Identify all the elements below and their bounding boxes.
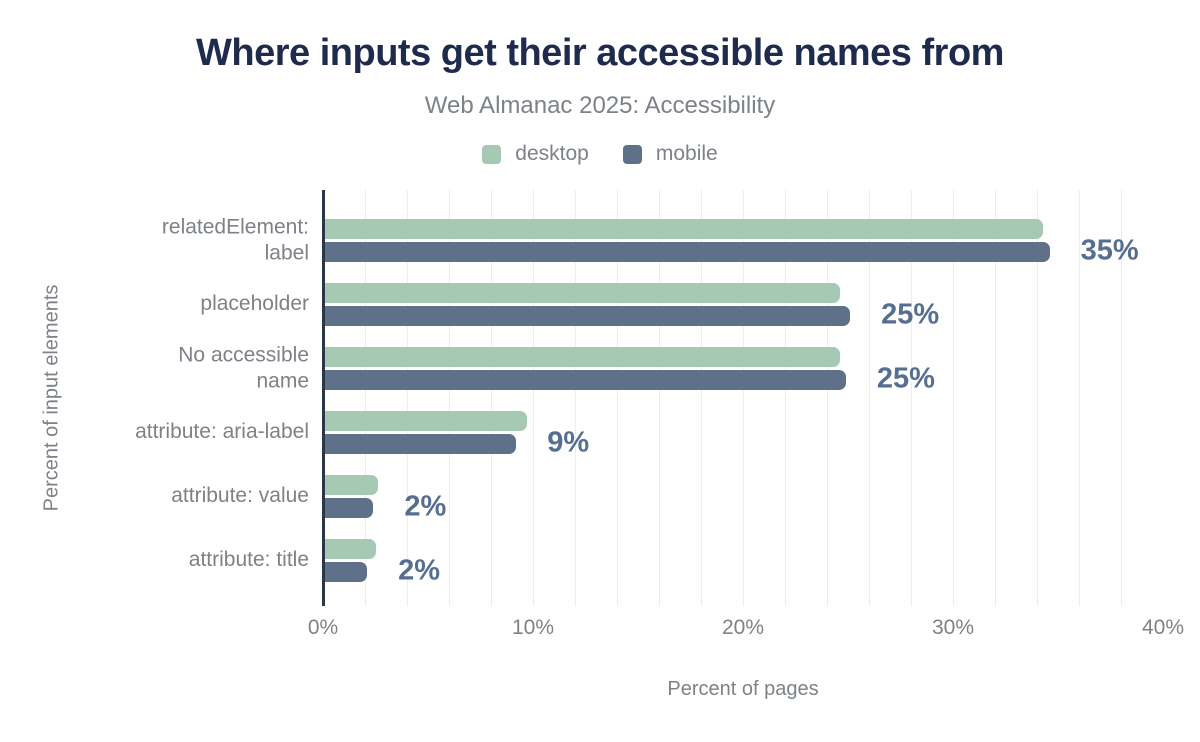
bar-desktop: [323, 474, 378, 495]
chart-subtitle: Web Almanac 2025: Accessibility: [424, 92, 776, 119]
y-axis-title: Percent of input elements: [40, 284, 63, 512]
bar-row: No accessible name 25%: [178, 336, 1163, 400]
x-tick-label: 0%: [307, 616, 339, 639]
bar-row: attribute: value 2%: [171, 464, 1163, 528]
bar-mobile: [323, 433, 517, 454]
legend-label: mobile: [655, 142, 718, 165]
bar-desktop: [323, 410, 527, 431]
bar-group: [323, 208, 1163, 272]
bar-mobile: [323, 497, 374, 518]
legend-swatch-mobile: [622, 144, 642, 164]
bar-group: [323, 400, 1163, 464]
bar-rows: relatedElement: label 35% placeholder 25% No…: [135, 190, 1163, 606]
bar-row: attribute: aria-label 9%: [135, 400, 1163, 464]
category-label: attribute: aria-label: [135, 420, 309, 444]
x-tick-label: 30%: [931, 616, 975, 639]
legend-item-desktop: desktop: [482, 142, 589, 166]
x-tick-label: 40%: [1141, 616, 1185, 639]
y-axis-line: [322, 190, 325, 606]
bar-mobile: [323, 305, 851, 326]
legend-item-mobile: mobile: [622, 142, 718, 166]
category-label: relatedElement: label: [161, 215, 309, 264]
bar-group: [323, 464, 1163, 528]
bar-desktop: [323, 538, 376, 559]
bar-row: placeholder 25%: [200, 272, 1163, 336]
x-axis-title: Percent of pages: [667, 678, 819, 700]
plot-area: relatedElement: label 35% placeholder 25% No…: [135, 190, 1163, 606]
value-label: 9%: [547, 426, 590, 459]
legend: desktop mobile: [0, 142, 1200, 166]
bar-group: [323, 272, 1163, 336]
legend-label: desktop: [515, 142, 589, 165]
category-label: attribute: value: [171, 484, 309, 508]
value-label: 35%: [1080, 234, 1139, 267]
category-label: attribute: title: [188, 548, 309, 572]
bar-desktop: [323, 218, 1044, 239]
value-label: 2%: [404, 490, 447, 523]
bar-row: relatedElement: label 35%: [162, 208, 1163, 272]
value-label: 25%: [881, 298, 940, 331]
value-label: 25%: [876, 362, 935, 395]
bar-desktop: [323, 282, 840, 303]
bar-group: [323, 336, 1163, 400]
chart-title: Where inputs get their accessible names …: [196, 32, 1004, 74]
bar-mobile: [323, 561, 368, 582]
legend-swatch-desktop: [482, 144, 502, 164]
bar-mobile: [323, 369, 846, 390]
bar-group: [323, 528, 1163, 592]
value-label: 2%: [398, 554, 441, 587]
bar-desktop: [323, 346, 840, 367]
category-label: No accessible name: [178, 343, 309, 392]
x-tick-label: 10%: [511, 616, 555, 639]
x-tick-label: 20%: [721, 616, 765, 639]
x-axis-ticks: 0% 10% 20% 30% 40%: [0, 616, 1200, 646]
bar-row: attribute: title 2%: [189, 528, 1163, 592]
category-label: placeholder: [200, 292, 309, 316]
bar-mobile: [323, 241, 1050, 262]
